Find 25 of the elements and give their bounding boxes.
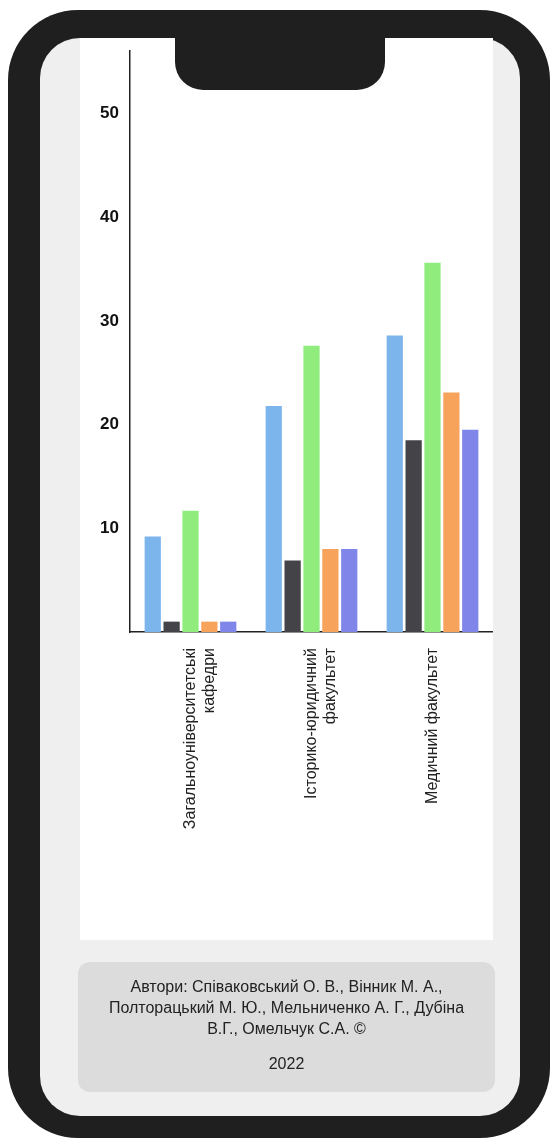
x-tick-label: Історико-юридичний факультет [301, 647, 339, 799]
bar [163, 621, 180, 632]
y-tick-label: 40 [100, 206, 119, 226]
x-tick-label: Медичний факультет [422, 647, 440, 804]
x-tick-label: Загальноуніверситетські кафедри [180, 648, 218, 830]
bar [144, 536, 161, 632]
y-tick-label: 10 [100, 517, 119, 537]
bar [322, 549, 339, 632]
bar [386, 335, 403, 632]
text: 2022 [267, 1054, 306, 1074]
y-tick-label: 50 [100, 103, 119, 123]
bar [182, 510, 199, 632]
bar [424, 262, 441, 632]
bar [303, 345, 320, 632]
bar [405, 440, 422, 632]
bar [462, 429, 479, 632]
bar [201, 621, 218, 632]
y-tick-label: 30 [100, 310, 119, 330]
y-tick-label: 20 [100, 414, 119, 434]
text: Автори: Співаковський О. В., Вінник М. А., Полторацький М. Ю., Мельниченко А. Г., Дубіна В.Г., Омельчук С.А. © [107, 977, 466, 1039]
bar [265, 405, 282, 632]
bar [341, 549, 358, 632]
bar [220, 621, 237, 632]
bar [284, 560, 301, 632]
bar [443, 392, 460, 632]
